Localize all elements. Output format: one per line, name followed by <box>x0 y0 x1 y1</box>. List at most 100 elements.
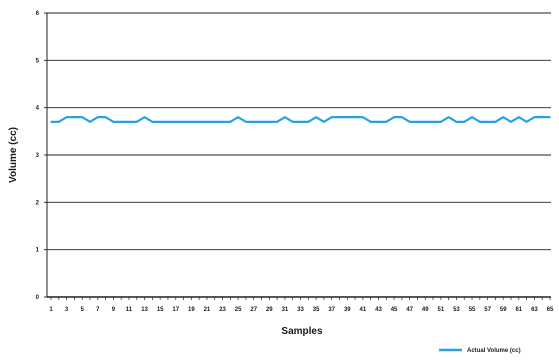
y-axis-tick-labels: 0 1 2 3 4 5 6 <box>36 11 40 301</box>
data-point <box>307 121 310 123</box>
x-tick-label: 13 <box>141 307 148 313</box>
x-tick-label: 43 <box>375 307 382 313</box>
x-tick-label: 39 <box>344 307 351 313</box>
y-tick-label: 6 <box>36 11 40 17</box>
data-point <box>221 121 224 123</box>
data-point <box>299 121 302 123</box>
x-tick-label: 55 <box>469 307 476 313</box>
x-tick-label: 49 <box>422 307 429 313</box>
x-tick-label: 9 <box>112 307 116 313</box>
x-tick-label: 31 <box>282 307 289 313</box>
data-point <box>104 116 107 118</box>
y-axis-title: Volume (cc) <box>8 127 19 183</box>
data-point <box>260 121 263 123</box>
x-tick-label: 11 <box>126 307 133 313</box>
x-tick-label: 21 <box>204 307 211 313</box>
data-point <box>432 121 434 123</box>
data-point <box>315 116 317 118</box>
data-point <box>57 121 60 123</box>
y-tick-label: 3 <box>36 153 40 159</box>
x-tick-label: 5 <box>81 307 85 313</box>
x-tick-label: 57 <box>484 307 491 313</box>
x-tick-label: 47 <box>406 307 413 313</box>
data-point <box>206 121 208 123</box>
x-tick-label: 23 <box>219 307 226 313</box>
data-point <box>284 116 286 118</box>
data-point <box>416 121 419 123</box>
data-point <box>525 121 528 123</box>
data-point <box>50 121 52 123</box>
x-tick-label: 35 <box>313 307 320 313</box>
data-point <box>369 121 372 123</box>
x-tick-label: 25 <box>235 307 242 313</box>
data-point <box>440 121 442 123</box>
data-point <box>128 121 130 123</box>
data-point <box>120 121 122 123</box>
data-point <box>159 121 161 123</box>
data-point <box>455 121 458 123</box>
data-point <box>510 121 512 123</box>
data-point <box>213 121 216 123</box>
x-tick-label: 3 <box>65 307 69 313</box>
x-tick-label: 7 <box>96 307 100 313</box>
x-tick-label: 51 <box>438 307 445 313</box>
x-tick-label: 65 <box>547 307 554 313</box>
y-tick-label: 2 <box>36 200 40 206</box>
data-point <box>112 121 115 123</box>
data-point <box>401 116 403 118</box>
x-tick-label: 41 <box>360 307 367 313</box>
data-point <box>385 121 388 123</box>
data-point <box>408 121 411 123</box>
data-point <box>245 121 247 123</box>
y-tick-label: 0 <box>36 295 40 301</box>
data-point <box>174 121 177 123</box>
data-point <box>151 121 154 123</box>
data-point <box>96 116 99 118</box>
data-point <box>502 116 505 118</box>
data-point <box>330 116 333 118</box>
x-tick-label: 29 <box>266 307 273 313</box>
x-tick-label: 19 <box>188 307 195 313</box>
x-tick-label: 27 <box>250 307 257 313</box>
data-point <box>167 121 169 123</box>
data-point <box>190 121 193 123</box>
data-point <box>291 121 294 123</box>
data-point <box>463 121 466 123</box>
data-point <box>252 121 255 123</box>
data-point <box>471 116 473 118</box>
x-tick-label: 15 <box>157 307 164 313</box>
data-point <box>447 116 450 118</box>
data-point <box>276 121 278 123</box>
x-tick-label: 61 <box>515 307 522 313</box>
data-point <box>377 121 380 123</box>
data-point <box>494 121 497 123</box>
y-tick-label: 4 <box>36 106 40 112</box>
data-point <box>198 121 200 123</box>
data-points <box>50 116 551 123</box>
data-point <box>354 116 356 118</box>
x-tick-label: 63 <box>531 307 538 313</box>
data-point <box>89 121 91 123</box>
x-tick-label: 53 <box>453 307 460 313</box>
data-point <box>229 121 232 123</box>
data-point <box>143 116 146 118</box>
x-axis-tick-labels: 1 3 5 7 9 11 13 15 17 19 21 23 25 27 29 31 33 35 37 39 41 43 4… <box>49 307 554 313</box>
data-point <box>182 121 185 123</box>
data-point <box>237 116 239 118</box>
y-tick-label: 1 <box>36 248 40 254</box>
x-tick-label: 59 <box>500 307 507 313</box>
data-point <box>323 121 325 123</box>
x-tick-label: 45 <box>391 307 398 313</box>
legend-label-actual-volume: Actual Volume (cc) <box>467 348 521 354</box>
x-tick-label: 37 <box>328 307 335 313</box>
x-tick-label: 33 <box>297 307 304 313</box>
data-point <box>346 116 349 118</box>
data-point <box>518 116 520 118</box>
data-point <box>486 121 489 123</box>
y-tick-label: 5 <box>36 58 40 64</box>
data-point <box>81 116 83 118</box>
x-tick-label: 17 <box>172 307 179 313</box>
data-point <box>73 116 76 118</box>
data-point <box>533 116 536 118</box>
